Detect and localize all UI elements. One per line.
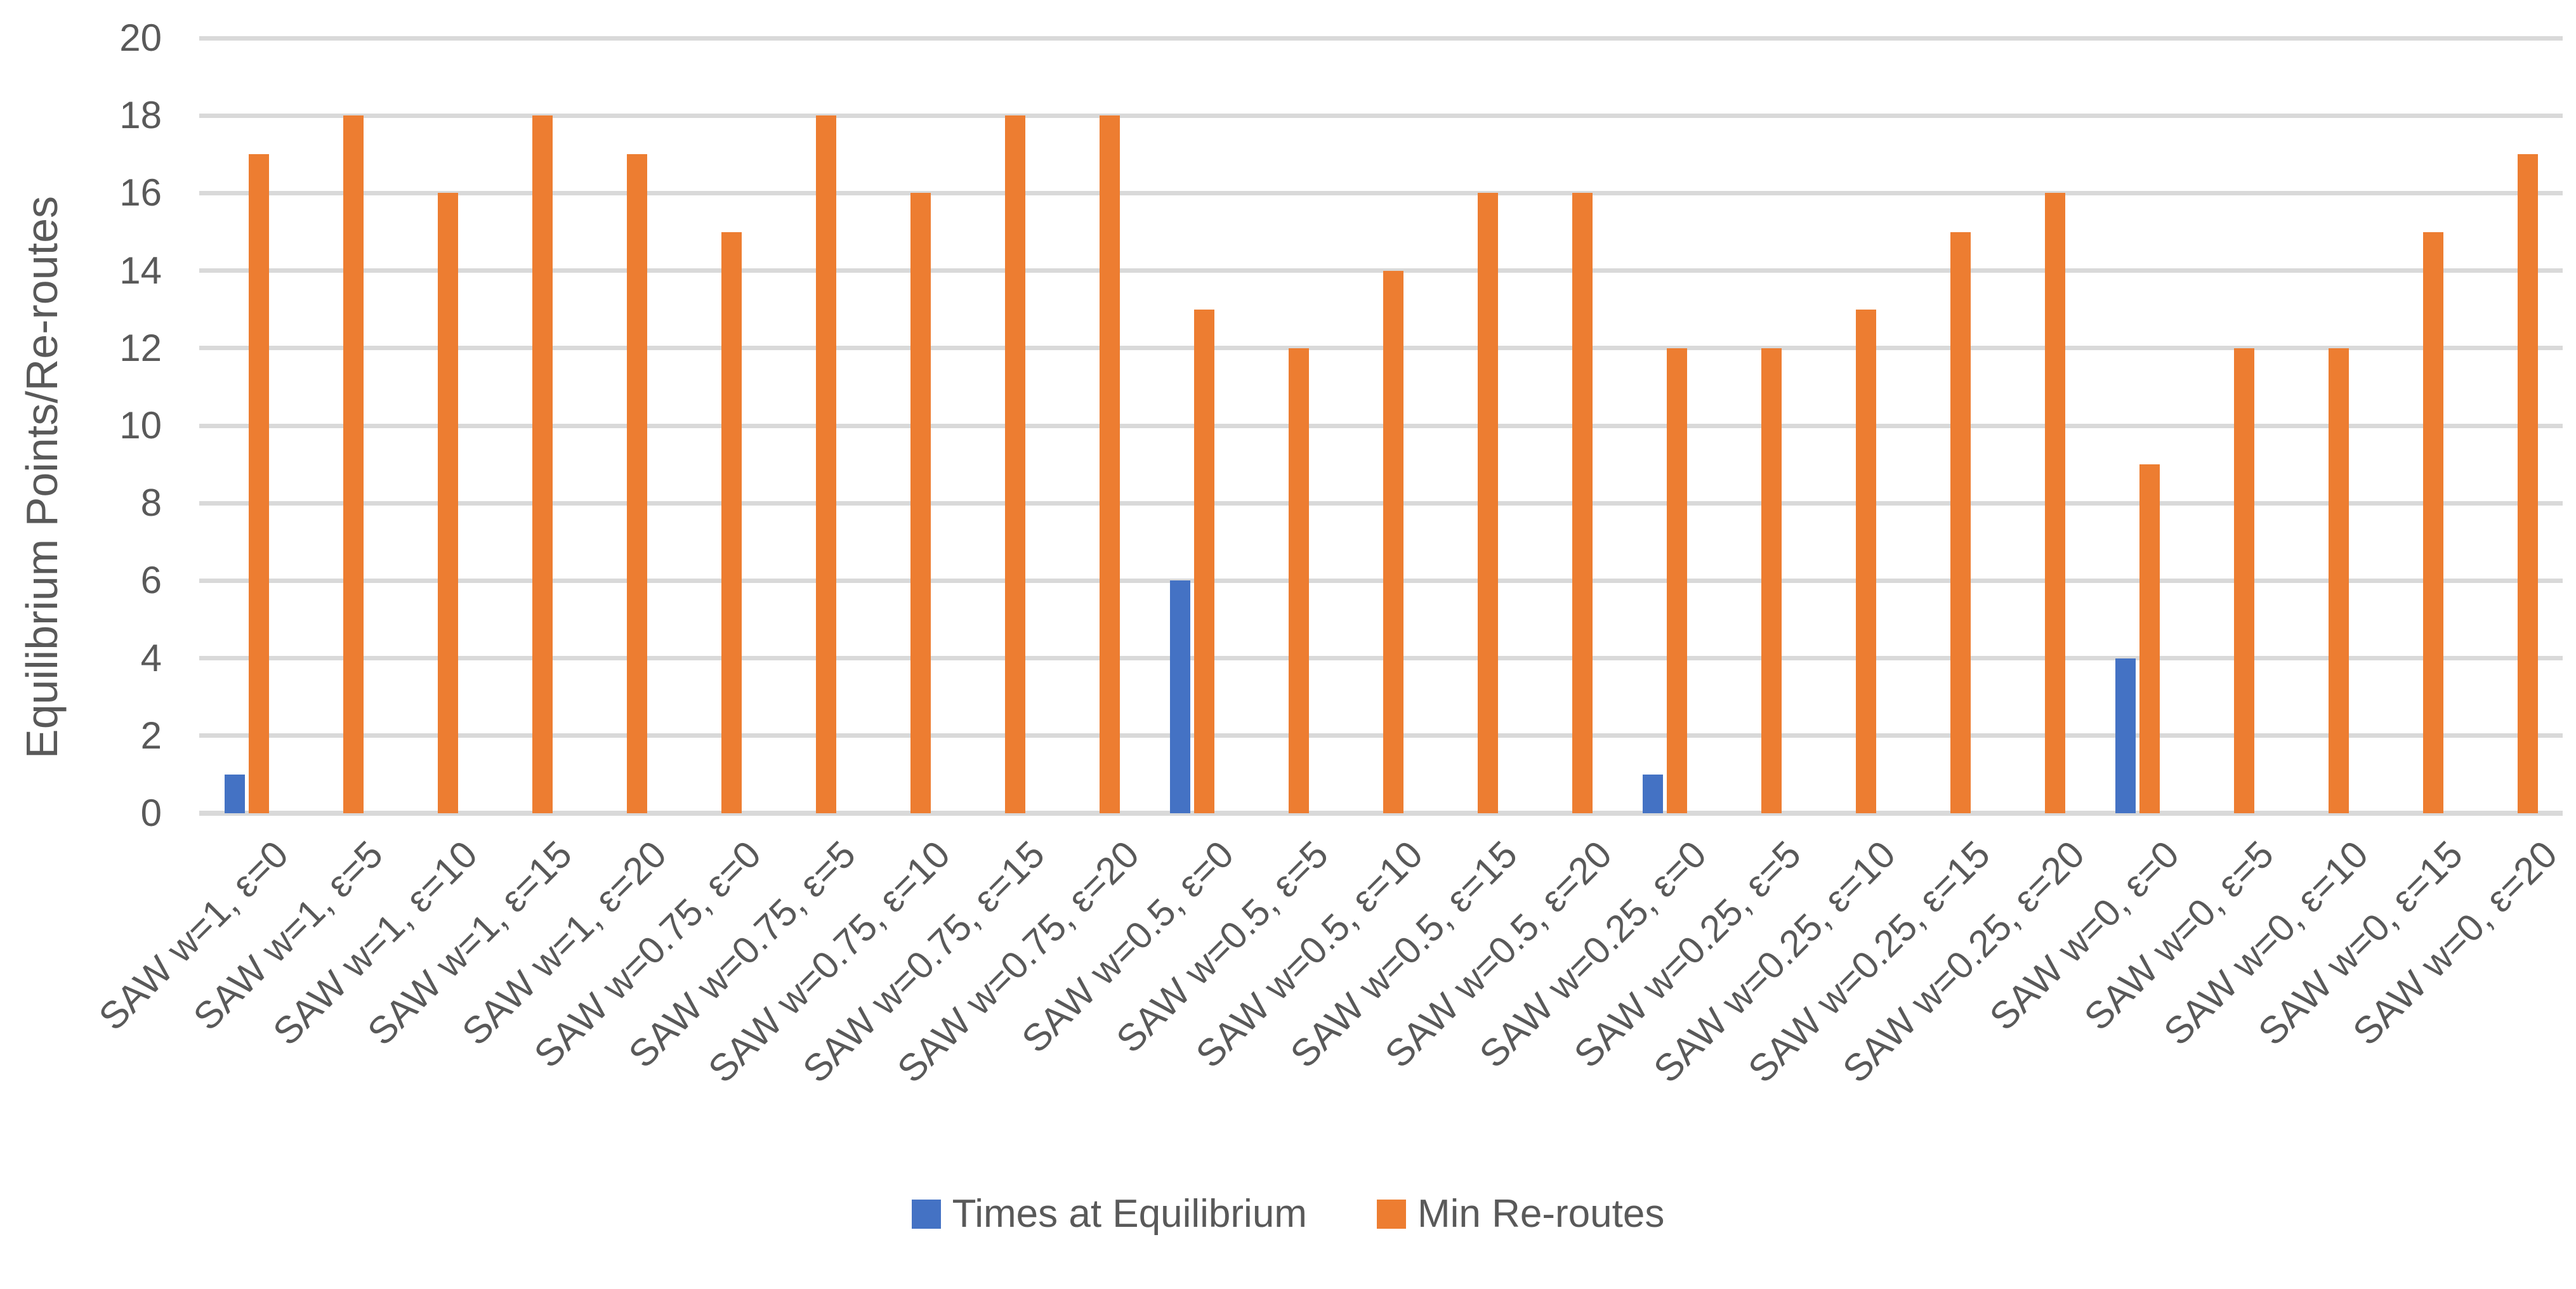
bar-times-at-equilibrium — [2115, 658, 2136, 813]
legend-label-min-re-routes: Min Re-routes — [1417, 1192, 1665, 1236]
bar-min-re-routes — [2044, 193, 2065, 813]
legend-item-times-at-equilibrium: Times at Equilibrium — [911, 1191, 1307, 1236]
gridline — [199, 423, 2563, 428]
bar-min-re-routes — [1761, 348, 1782, 813]
gridline — [199, 113, 2563, 118]
bar-min-re-routes — [1004, 115, 1025, 813]
bar-min-re-routes — [626, 154, 647, 813]
y-axis-tick-label: 14 — [119, 249, 162, 292]
bar-min-re-routes — [1383, 270, 1403, 813]
bar-min-re-routes — [2517, 154, 2538, 813]
y-axis-tick-label: 18 — [119, 94, 162, 137]
bar-min-re-routes — [1099, 115, 1120, 813]
bar-min-re-routes — [1572, 193, 1593, 813]
gridline — [199, 501, 2563, 506]
gridline — [199, 733, 2563, 738]
gridline — [199, 578, 2563, 583]
y-axis-tick-label: 16 — [119, 171, 162, 214]
bar-min-re-routes — [532, 115, 553, 813]
bar-min-re-routes — [1950, 232, 1971, 813]
y-axis-tick-label: 8 — [140, 481, 162, 525]
bar-min-re-routes — [343, 115, 364, 813]
gridline — [199, 656, 2563, 661]
bar-times-at-equilibrium — [1169, 580, 1190, 813]
y-axis-tick-label: 20 — [119, 16, 162, 59]
x-axis-line — [199, 811, 2563, 816]
bar-min-re-routes — [815, 115, 836, 813]
bar-min-re-routes — [1193, 309, 1214, 813]
gridline — [199, 268, 2563, 273]
bar-min-re-routes — [437, 193, 458, 813]
bar-times-at-equilibrium — [224, 774, 245, 813]
bar-min-re-routes — [248, 154, 269, 813]
y-axis-tick-label: 10 — [119, 404, 162, 447]
gridline — [199, 346, 2563, 351]
bar-min-re-routes — [1288, 348, 1309, 813]
bar-min-re-routes — [2233, 348, 2254, 813]
y-axis-tick-label: 0 — [140, 792, 162, 834]
legend-label-times-at-equilibrium: Times at Equilibrium — [952, 1192, 1307, 1236]
y-axis-tick-label: 2 — [140, 714, 162, 757]
y-axis-tick-label: 6 — [140, 559, 162, 602]
bar-min-re-routes — [1477, 193, 1498, 813]
y-axis-tick-label: 4 — [140, 636, 162, 679]
bar-min-re-routes — [2139, 464, 2160, 813]
bar-min-re-routes — [910, 193, 931, 813]
bar-min-re-routes — [1855, 309, 1876, 813]
bar-min-re-routes — [1666, 348, 1687, 813]
gridline — [199, 36, 2563, 41]
bar-min-re-routes — [2422, 232, 2443, 813]
bar-min-re-routes — [2328, 348, 2349, 813]
legend-item-min-re-routes: Min Re-routes — [1376, 1191, 1665, 1236]
legend-swatch-blue-icon — [911, 1199, 941, 1229]
gridline — [199, 190, 2563, 195]
bar-min-re-routes — [721, 232, 742, 813]
legend: Times at Equilibrium Min Re-routes — [0, 1191, 2576, 1236]
bar-times-at-equilibrium — [1642, 774, 1663, 813]
y-axis-tick-label: 12 — [119, 326, 162, 369]
legend-swatch-orange-icon — [1376, 1199, 1406, 1229]
